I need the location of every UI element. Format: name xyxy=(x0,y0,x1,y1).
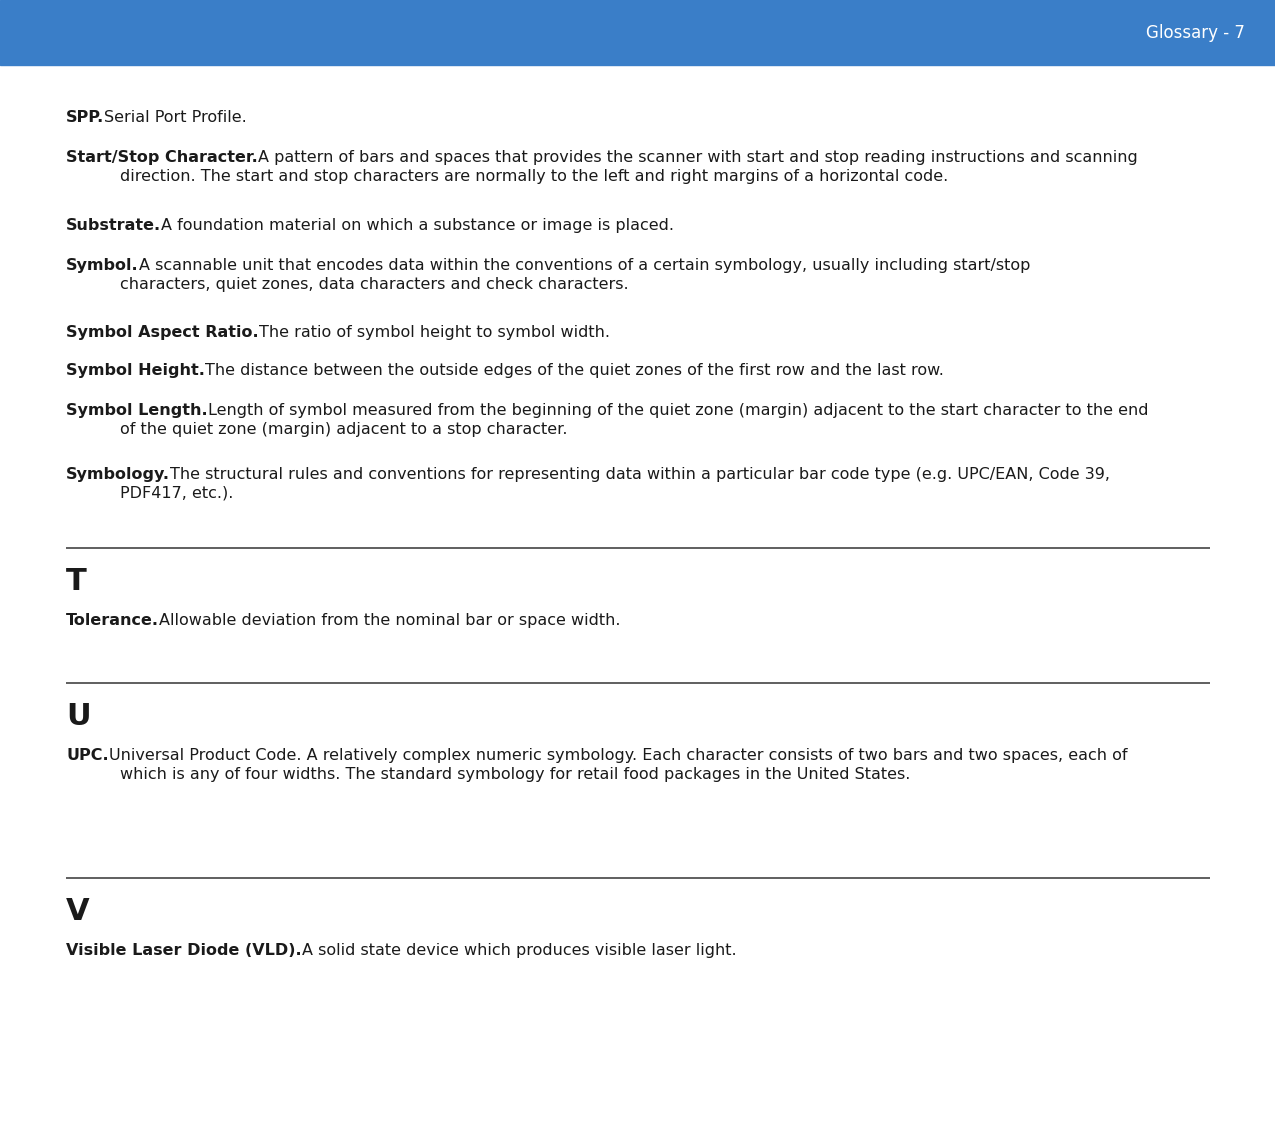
Text: Glossary - 7: Glossary - 7 xyxy=(1146,24,1244,41)
Text: Universal Product Code. A relatively complex numeric symbology. Each character c: Universal Product Code. A relatively com… xyxy=(108,748,1127,763)
Text: A solid state device which produces visible laser light.: A solid state device which produces visi… xyxy=(302,943,736,958)
Text: of the quiet zone (margin) adjacent to a stop character.: of the quiet zone (margin) adjacent to a… xyxy=(120,421,567,437)
Text: Tolerance.: Tolerance. xyxy=(66,613,159,628)
Text: SPP.: SPP. xyxy=(66,110,105,126)
Text: Symbol Length.: Symbol Length. xyxy=(66,404,208,418)
Text: Symbol Height.: Symbol Height. xyxy=(66,363,205,378)
Text: V: V xyxy=(66,897,89,926)
Text: Start/Stop Character.: Start/Stop Character. xyxy=(66,150,258,165)
Text: T: T xyxy=(66,567,87,596)
Text: Symbology.: Symbology. xyxy=(66,467,170,482)
Text: A foundation material on which a substance or image is placed.: A foundation material on which a substan… xyxy=(161,217,674,233)
Text: Allowable deviation from the nominal bar or space width.: Allowable deviation from the nominal bar… xyxy=(159,613,621,628)
Text: PDF417, etc.).: PDF417, etc.). xyxy=(120,487,233,501)
Text: Symbol Aspect Ratio.: Symbol Aspect Ratio. xyxy=(66,325,259,340)
Text: Symbol.: Symbol. xyxy=(66,258,139,274)
Text: UPC.: UPC. xyxy=(66,748,108,763)
Text: A scannable unit that encodes data within the conventions of a certain symbology: A scannable unit that encodes data withi… xyxy=(139,258,1030,274)
Text: characters, quiet zones, data characters and check characters.: characters, quiet zones, data characters… xyxy=(120,277,629,291)
Text: direction. The start and stop characters are normally to the left and right marg: direction. The start and stop characters… xyxy=(120,169,949,184)
Text: The ratio of symbol height to symbol width.: The ratio of symbol height to symbol wid… xyxy=(259,325,609,340)
Text: A pattern of bars and spaces that provides the scanner with start and stop readi: A pattern of bars and spaces that provid… xyxy=(258,150,1137,165)
Text: The distance between the outside edges of the quiet zones of the first row and t: The distance between the outside edges o… xyxy=(205,363,943,378)
Text: Length of symbol measured from the beginning of the quiet zone (margin) adjacent: Length of symbol measured from the begin… xyxy=(208,404,1148,418)
Text: U: U xyxy=(66,702,91,731)
Bar xyxy=(0,0,1275,65)
Text: which is any of four widths. The standard symbology for retail food packages in : which is any of four widths. The standar… xyxy=(120,767,910,782)
Text: The structural rules and conventions for representing data within a particular b: The structural rules and conventions for… xyxy=(170,467,1111,482)
Text: Visible Laser Diode (VLD).: Visible Laser Diode (VLD). xyxy=(66,943,302,958)
Text: Serial Port Profile.: Serial Port Profile. xyxy=(105,110,247,126)
Text: Substrate.: Substrate. xyxy=(66,217,161,233)
